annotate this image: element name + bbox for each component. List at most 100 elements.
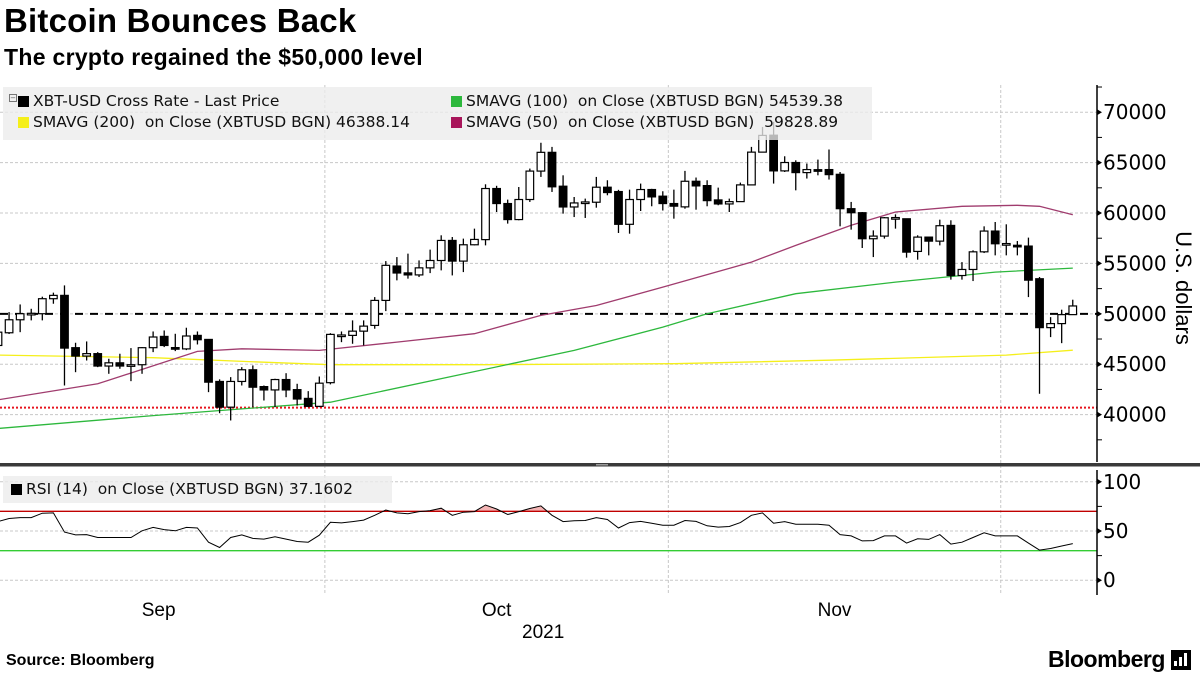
rsi-tick-label: 100 xyxy=(1103,470,1141,494)
bar-chart-icon xyxy=(1170,649,1191,670)
candle-body-down xyxy=(713,199,723,205)
x-tick-label: Oct xyxy=(482,600,512,621)
candle-body-up xyxy=(1001,242,1011,246)
candle xyxy=(924,236,934,256)
candle xyxy=(580,198,590,218)
candle xyxy=(126,348,136,382)
candle xyxy=(248,365,258,408)
legend-item-smavg-200: SMAVG (200) on Close (XBTUSD BGN) 46388.… xyxy=(18,112,410,133)
candle xyxy=(60,285,69,386)
candle xyxy=(547,146,557,192)
magenta-square-icon xyxy=(451,117,462,128)
candle-body-up xyxy=(326,333,335,384)
candle xyxy=(536,142,546,177)
candle-body-down xyxy=(492,187,501,205)
candle xyxy=(824,149,834,180)
candle-body-up xyxy=(724,201,734,205)
candle-body-up xyxy=(481,187,490,241)
candle-body-down xyxy=(60,294,69,349)
candle xyxy=(48,292,58,304)
candle-body-down xyxy=(990,230,1000,245)
candle xyxy=(481,184,490,246)
candle-body-down xyxy=(669,202,679,207)
candle-body-down xyxy=(602,186,612,194)
sma-line-200 xyxy=(0,349,1073,366)
candle-body-down xyxy=(71,347,80,357)
candle xyxy=(470,228,479,246)
candle-body-up xyxy=(82,353,92,357)
y-tick-label: 65000 xyxy=(1103,151,1167,175)
candle-body-up xyxy=(37,298,47,315)
y-tick-label: 70000 xyxy=(1103,100,1167,124)
candle-body-up xyxy=(181,335,191,350)
candle xyxy=(846,201,856,230)
candle xyxy=(724,198,734,213)
candle xyxy=(902,218,911,258)
candle xyxy=(514,187,524,221)
candle xyxy=(37,296,47,321)
candle xyxy=(1035,277,1044,394)
candle xyxy=(1068,299,1078,316)
y-tick-label: 40000 xyxy=(1103,403,1167,427)
candle-body-up xyxy=(436,239,446,262)
candle xyxy=(625,189,634,234)
candle xyxy=(436,235,446,271)
candle-body-up xyxy=(0,331,3,347)
candle-body-up xyxy=(636,188,646,201)
yellow-square-icon xyxy=(18,117,29,128)
candle-body-down xyxy=(93,353,103,367)
candle-body-up xyxy=(913,236,923,253)
candle-body-down xyxy=(658,195,668,205)
candle xyxy=(270,378,280,408)
rsi-tick-label: 50 xyxy=(1103,519,1128,543)
candle xyxy=(802,163,812,179)
rsi-tick-label: 0 xyxy=(1103,568,1116,592)
rsi-major-tick xyxy=(1097,478,1102,485)
candle-body-up xyxy=(381,264,391,302)
candle-body-down xyxy=(204,338,213,383)
candle-body-up xyxy=(780,161,790,172)
candle xyxy=(26,308,36,321)
candle xyxy=(1024,237,1033,298)
candle-body-up xyxy=(348,330,357,336)
candle xyxy=(913,235,923,260)
candle xyxy=(669,189,679,219)
candle xyxy=(713,187,723,206)
candle xyxy=(503,199,513,224)
candle xyxy=(281,373,291,398)
candle xyxy=(359,320,369,346)
candle-body-up xyxy=(26,312,36,316)
sma-line-50 xyxy=(0,204,1073,401)
candle xyxy=(658,191,668,211)
logo-text: Bloomberg xyxy=(1048,646,1165,672)
candle-body-up xyxy=(514,198,524,221)
candle-body-down xyxy=(281,378,291,391)
candle-body-down xyxy=(769,134,778,172)
legend-label: XBT-USD Cross Rate - Last Price xyxy=(33,92,280,110)
candle-body-up xyxy=(935,225,945,242)
collapse-icon[interactable]: − xyxy=(9,94,17,102)
candle xyxy=(226,377,236,421)
candle xyxy=(1012,241,1022,256)
candle xyxy=(82,341,92,361)
candle xyxy=(215,379,225,414)
candle xyxy=(292,383,302,406)
candle xyxy=(0,331,3,347)
source-note: Source: Bloomberg xyxy=(6,652,155,669)
candle xyxy=(680,170,690,209)
candle-body-up xyxy=(226,380,236,408)
candle-body-up xyxy=(747,151,756,186)
candle xyxy=(237,367,247,386)
rsi-major-tick xyxy=(1097,577,1102,584)
candle-body-up xyxy=(569,202,579,208)
candle xyxy=(104,358,114,374)
moving-average-lines xyxy=(0,204,1073,429)
legend-item-price: XBT-USD Cross Rate - Last Price xyxy=(18,91,279,112)
y-axis-label: U.S. dollars xyxy=(1171,231,1196,345)
candle xyxy=(381,261,391,312)
candlesticks xyxy=(0,121,1078,421)
x-tick-label: Nov xyxy=(818,600,852,621)
candle-body-down xyxy=(1012,244,1022,248)
candle-body-down xyxy=(846,208,856,214)
